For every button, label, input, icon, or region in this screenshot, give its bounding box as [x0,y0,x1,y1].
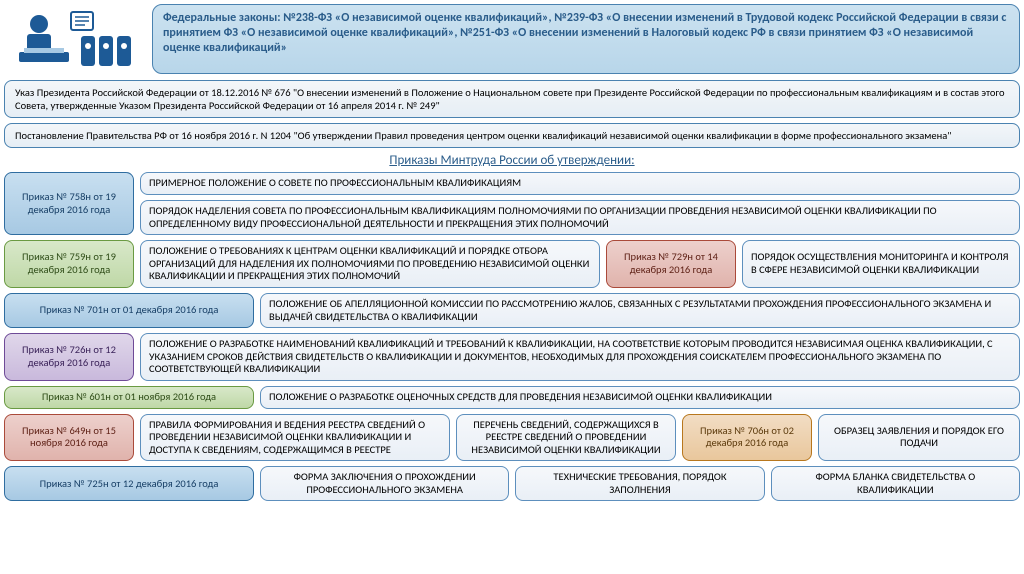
content-725c: ФОРМА БЛАНКА СВИДЕТЕЛЬСТВА О КВАЛИФИКАЦИ… [771,466,1020,501]
row-758: Приказ № 758н от 19 декабря 2016 года ПР… [4,172,1020,235]
header-icon [4,4,144,74]
label-701: Приказ № 701н от 01 декабря 2016 года [4,293,254,328]
header-row: Федеральные законы: №238-ФЗ «О независим… [4,4,1020,74]
section-title: Приказы Минтруда России об утверждении: [4,153,1020,168]
label-601: Приказ № 601н от 01 ноября 2016 года [4,386,254,409]
content-758b: ПОРЯДОК НАДЕЛЕНИЯ СОВЕТА ПО ПРОФЕССИОНАЛ… [140,200,1020,235]
content-759: ПОЛОЖЕНИЕ О ТРЕБОВАНИЯХ К ЦЕНТРАМ ОЦЕНКИ… [140,240,600,288]
content-649a: ПРАВИЛА ФОРМИРОВАНИЯ И ВЕДЕНИЯ РЕЕСТРА С… [140,414,450,462]
label-729: Приказ № 729н от 14 декабря 2016 года [606,240,736,288]
content-725b: ТЕХНИЧЕСКИЕ ТРЕБОВАНИЯ, ПОРЯДОК ЗАПОЛНЕН… [515,466,764,501]
content-649b: ПЕРЕЧЕНЬ СВЕДЕНИЙ, СОДЕРЖАЩИХСЯ В РЕЕСТР… [456,414,676,462]
presidential-decree-box: Указ Президента Российской Федерации от … [4,80,1020,118]
federal-laws-header: Федеральные законы: №238-ФЗ «О независим… [152,4,1020,74]
label-758: Приказ № 758н от 19 декабря 2016 года [4,172,134,235]
label-726: Приказ № 726н от 12 декабря 2016 года [4,333,134,381]
government-resolution-box: Постановление Правительства РФ от 16 ноя… [4,123,1020,148]
row-725: Приказ № 725н от 12 декабря 2016 года ФО… [4,466,1020,501]
row-649-706: Приказ № 649н от 15 ноября 2016 года ПРА… [4,414,1020,462]
row-759-729: Приказ № 759н от 19 декабря 2016 года ПО… [4,240,1020,288]
label-706: Приказ № 706н от 02 декабря 2016 года [682,414,812,462]
content-701: ПОЛОЖЕНИЕ ОБ АПЕЛЛЯЦИОННОЙ КОМИССИИ ПО Р… [260,293,1020,328]
label-759: Приказ № 759н от 19 декабря 2016 года [4,240,134,288]
row-701: Приказ № 701н от 01 декабря 2016 года ПО… [4,293,1020,328]
content-758a: ПРИМЕРНОЕ ПОЛОЖЕНИЕ О СОВЕТЕ ПО ПРОФЕССИ… [140,172,1020,195]
content-725a: ФОРМА ЗАКЛЮЧЕНИЯ О ПРОХОЖДЕНИИ ПРОФЕССИО… [260,466,509,501]
label-725: Приказ № 725н от 12 декабря 2016 года [4,466,254,501]
row-726: Приказ № 726н от 12 декабря 2016 года ПО… [4,333,1020,381]
row-601: Приказ № 601н от 01 ноября 2016 года ПОЛ… [4,386,1020,409]
content-726: ПОЛОЖЕНИЕ О РАЗРАБОТКЕ НАИМЕНОВАНИЙ КВАЛ… [140,333,1020,381]
label-649: Приказ № 649н от 15 ноября 2016 года [4,414,134,462]
content-729: ПОРЯДОК ОСУЩЕСТВЛЕНИЯ МОНИТОРИНГА И КОНТ… [742,240,1020,288]
content-601: ПОЛОЖЕНИЕ О РАЗРАБОТКЕ ОЦЕНОЧНЫХ СРЕДСТВ… [260,386,1020,409]
content-706: ОБРАЗЕЦ ЗАЯВЛЕНИЯ И ПОРЯДОК ЕГО ПОДАЧИ [818,414,1020,462]
